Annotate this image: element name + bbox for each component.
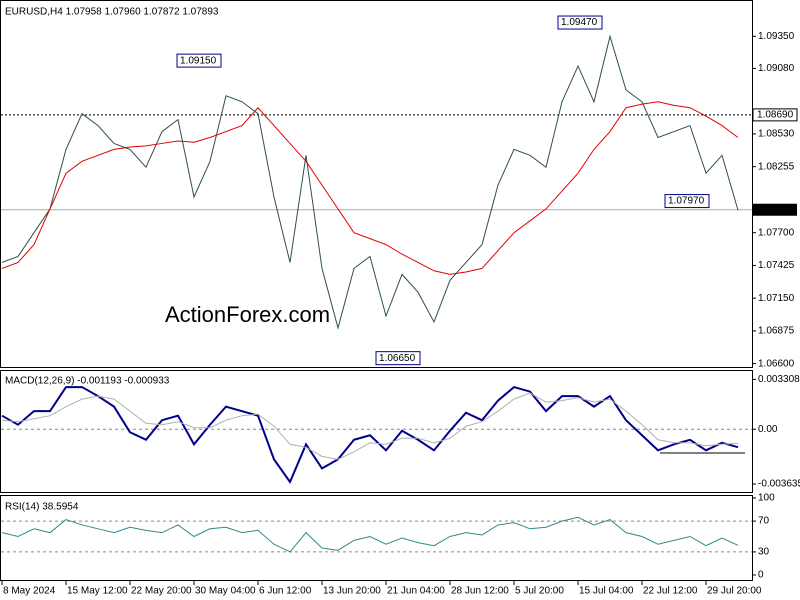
y-tick-label: 0.003308 (758, 374, 800, 385)
series-line (1, 34, 739, 330)
y-tick-label: 0 (758, 570, 764, 581)
annotation-box (176, 53, 222, 68)
y-tick-label: 1.08530 (758, 129, 795, 140)
x-tick-label: 15 May 12:00 (67, 586, 128, 597)
series-line (1, 392, 739, 460)
series-line (1, 385, 739, 485)
last-price-label: 1.07893 (757, 204, 794, 215)
x-tick-label: 30 May 04:00 (195, 586, 256, 597)
series-line (1, 101, 739, 275)
y-tick-label: -0.003635 (758, 479, 800, 490)
annotation-box (664, 194, 710, 209)
x-tick-label: 15 Jul 04:00 (579, 586, 634, 597)
y-tick-label: 0.00 (758, 424, 778, 435)
y-tick-label: 1.08255 (758, 161, 795, 172)
panel-title: EURUSD,H4 1.07958 1.07960 1.07872 1.0789… (5, 7, 219, 18)
x-tick-label: 13 Jun 20:00 (323, 586, 381, 597)
series-line (1, 516, 739, 553)
x-tick-label: 21 Jun 04:00 (387, 586, 445, 597)
y-tick-label: 1.07150 (758, 293, 795, 304)
macd-panel (0, 370, 753, 493)
annotation-label: 1.07970 (668, 196, 705, 207)
reference-label-box (752, 108, 798, 122)
y-tick-label: 1.07700 (758, 227, 795, 238)
x-tick-label: 5 Jul 20:00 (515, 586, 564, 597)
x-tick-label: 22 May 20:00 (131, 586, 192, 597)
y-tick-label: 70 (758, 516, 770, 527)
panel-title: RSI(14) 38.5954 (5, 502, 79, 513)
last-price-box (753, 203, 797, 216)
x-tick-label: 6 Jun 12:00 (259, 586, 312, 597)
annotation-label: 1.09150 (180, 55, 217, 66)
annotation-box (375, 351, 421, 366)
y-tick-label: 100 (758, 493, 775, 504)
y-tick-label: 1.06875 (758, 326, 795, 337)
annotation-label: 1.06650 (379, 353, 416, 364)
watermark: ActionForex.com (165, 302, 330, 327)
x-tick-label: 8 May 2024 (3, 586, 56, 597)
y-tick-label: 1.09350 (758, 31, 795, 42)
annotation-label: 1.09470 (561, 17, 598, 28)
price-panel (0, 0, 753, 368)
annotation-box (557, 15, 603, 30)
y-tick-label: 30 (758, 547, 770, 558)
reference-label: 1.08690 (757, 110, 794, 121)
rsi-panel (0, 495, 753, 581)
x-tick-label: 22 Jul 12:00 (643, 586, 698, 597)
y-tick-label: 1.07425 (758, 260, 795, 271)
panel-title: MACD(12,26,9) -0.001193 -0.000933 (5, 376, 170, 387)
y-tick-label: 1.09080 (758, 63, 795, 74)
x-tick-label: 29 Jul 20:00 (707, 586, 762, 597)
y-tick-label: 1.06600 (758, 358, 795, 369)
x-tick-label: 28 Jun 12:00 (451, 586, 509, 597)
